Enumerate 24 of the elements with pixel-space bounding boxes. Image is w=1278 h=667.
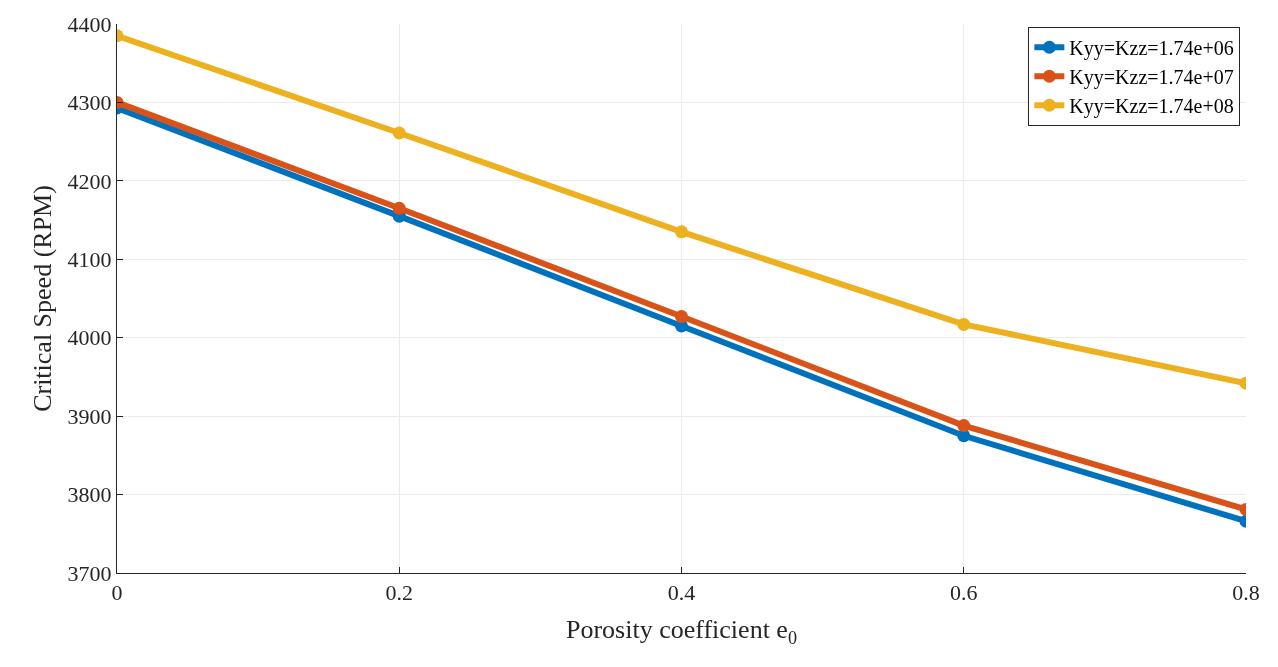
point	[675, 310, 688, 324]
legend-label: Kyy=Kzz=1.74e+08	[1069, 95, 1234, 119]
legend-label: Kyy=Kzz=1.74e+06	[1069, 37, 1234, 61]
x-tick-label: 0.4	[667, 580, 696, 606]
y-tick-label: 3900	[67, 403, 112, 429]
y-axis-title: Critical Speed (RPM)	[28, 185, 57, 412]
y-tick-label: 4200	[67, 168, 112, 194]
x-axis-title: Porosity coefficient e$_{0}$	[566, 615, 797, 648]
x-tick-label: 0.6	[950, 580, 978, 606]
y-tick-label: 4000	[67, 325, 112, 351]
x-tick-label: 0	[111, 580, 123, 606]
legend-label: Kyy=Kzz=1.74e+07	[1069, 66, 1234, 90]
point	[392, 126, 406, 140]
y-tick-label: 3700	[67, 560, 112, 586]
point	[675, 225, 688, 239]
y-tick-label: 4300	[67, 90, 112, 116]
y-tick-label: 3800	[67, 482, 112, 508]
y-tick-label: 4400	[67, 11, 112, 37]
point	[957, 419, 971, 433]
x-tick-label: 0.8	[1232, 580, 1260, 606]
x-tick-label: 0.2	[385, 580, 413, 606]
point	[392, 201, 406, 215]
point	[957, 317, 971, 331]
y-tick-label: 4100	[67, 246, 112, 272]
